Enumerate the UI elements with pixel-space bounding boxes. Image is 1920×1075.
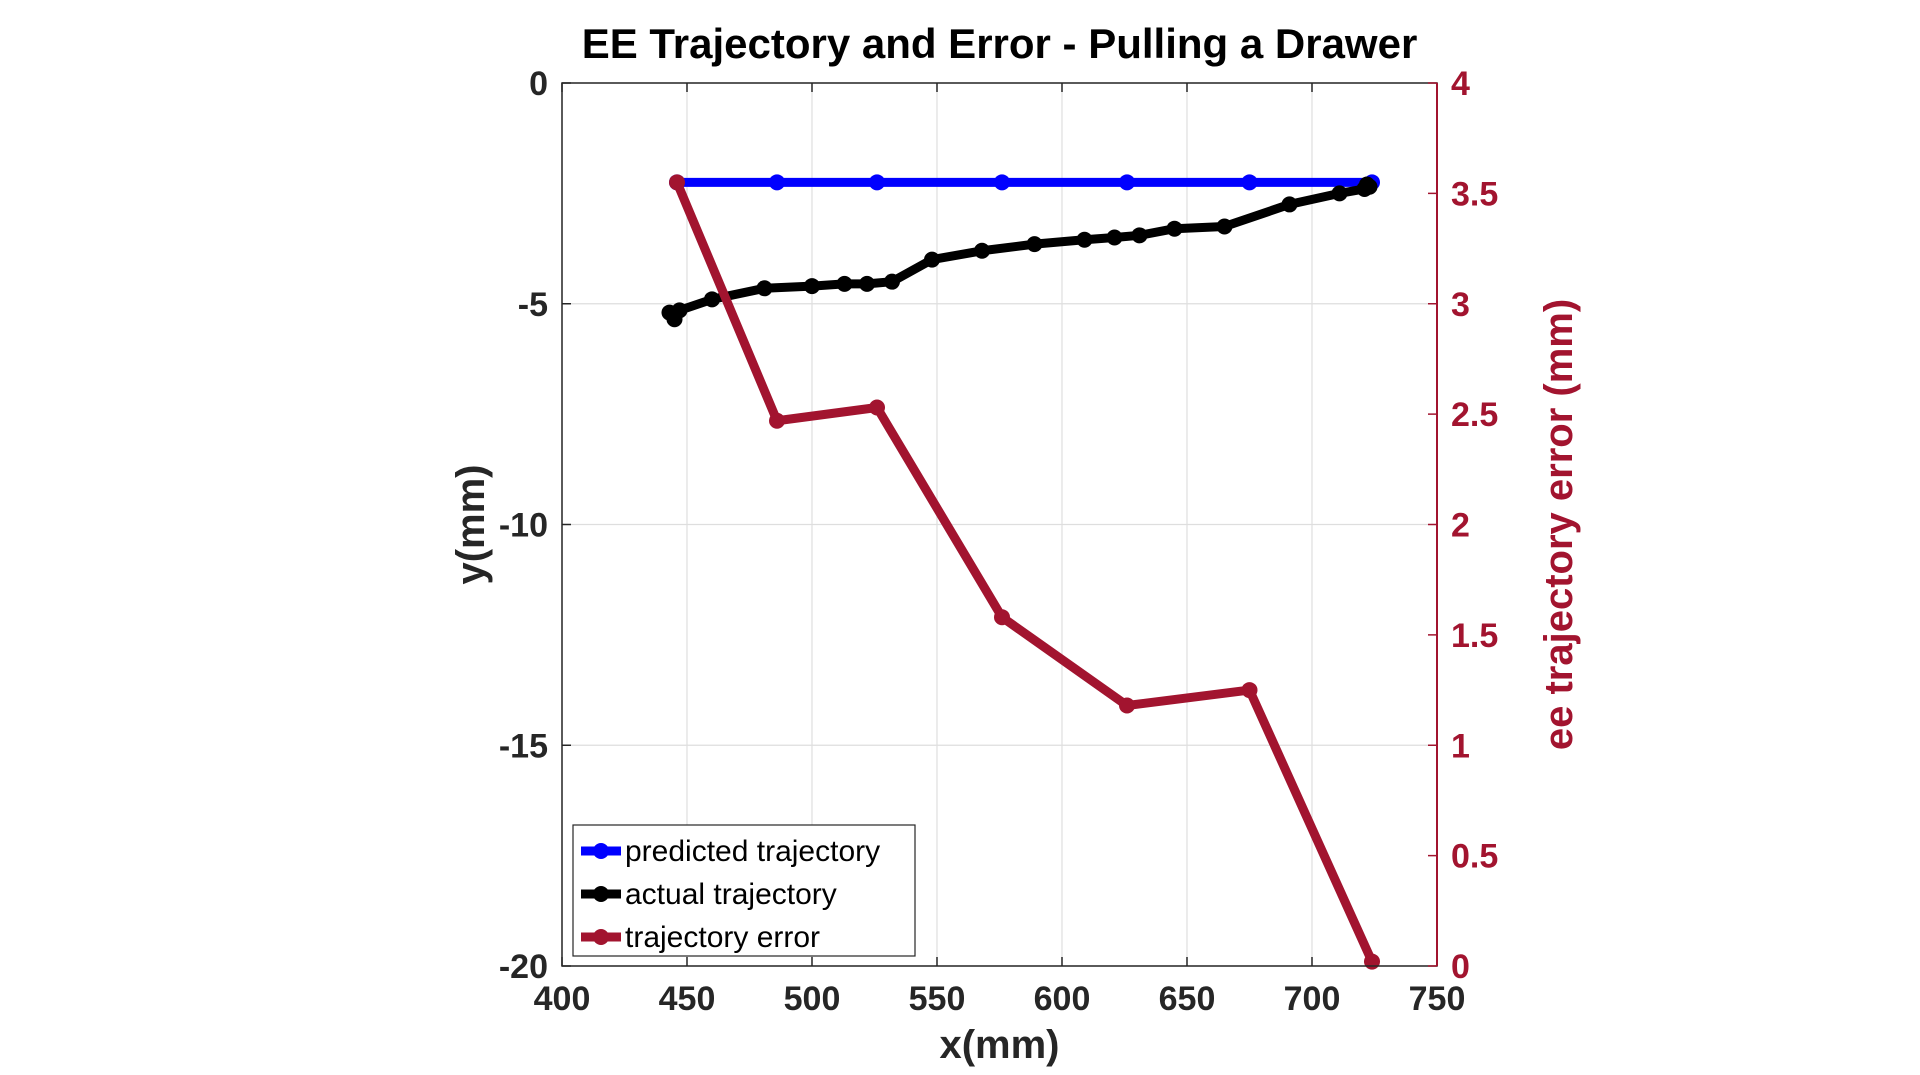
- y2-tick-label: 0: [1451, 948, 1470, 986]
- data-point: [1076, 231, 1093, 248]
- y2-tick-label: 0.5: [1451, 838, 1498, 876]
- y-tick-label: -5: [518, 286, 548, 324]
- data-point: [884, 273, 900, 290]
- data-point: [1026, 236, 1043, 253]
- y2-tick-label: 4: [1451, 65, 1470, 103]
- axis-ticks: 400 450 500 550 600 650 700 7500-5-10-15-2043.5…: [499, 65, 1498, 1018]
- y-axis-label: y(mm): [449, 464, 493, 584]
- data-point: [1119, 697, 1135, 714]
- chart-title: EE Trajectory and Error - Pulling a Draw…: [582, 20, 1418, 67]
- data-point: [804, 278, 820, 295]
- y2-tick-label: 3: [1451, 286, 1470, 324]
- x-tick-label: 750: [1409, 980, 1466, 1018]
- series-2: [669, 174, 1380, 970]
- legend-marker: [593, 843, 609, 859]
- legend-item: predicted trajectory: [581, 835, 880, 868]
- y2-axis-label: ee trajectory error (mm): [1537, 299, 1581, 750]
- y2-tick-label: 1.5: [1451, 617, 1498, 655]
- data-point: [974, 242, 990, 259]
- legend-item: trajectory error: [581, 921, 820, 954]
- data-point: [1281, 196, 1298, 213]
- data-point: [1119, 174, 1135, 191]
- data-point: [756, 280, 773, 297]
- x-tick-label: 650: [1159, 980, 1216, 1018]
- legend-label: predicted trajectory: [625, 835, 880, 868]
- data-point: [859, 275, 875, 292]
- x-tick-label: 550: [909, 980, 966, 1018]
- y-tick-label: -10: [499, 507, 548, 545]
- y-tick-label: -15: [499, 727, 548, 765]
- legend-label: trajectory error: [625, 921, 820, 954]
- data-point: [1331, 185, 1348, 202]
- data-point: [836, 275, 853, 292]
- data-point: [1106, 229, 1123, 246]
- plot-series: [661, 174, 1380, 970]
- y2-tick-label: 2: [1451, 507, 1470, 545]
- data-point: [1166, 220, 1183, 237]
- data-point: [994, 609, 1010, 626]
- data-point: [1241, 174, 1258, 191]
- legend-marker: [593, 929, 609, 945]
- data-point: [869, 174, 885, 191]
- legend-item: actual trajectory: [581, 878, 837, 911]
- data-point: [924, 251, 940, 268]
- legend-label: actual trajectory: [625, 878, 837, 911]
- data-point: [869, 399, 885, 416]
- x-tick-label: 450: [659, 980, 716, 1018]
- x-tick-label: 500: [784, 980, 841, 1018]
- y2-tick-label: 2.5: [1451, 396, 1498, 434]
- data-point: [769, 174, 785, 191]
- data-point: [1216, 218, 1233, 235]
- data-point: [671, 302, 688, 319]
- data-point: [1131, 227, 1148, 244]
- x-axis-label: x(mm): [939, 1023, 1059, 1067]
- y-tick-label: 0: [529, 65, 548, 103]
- legend-box: [572, 824, 916, 957]
- data-point: [1364, 953, 1380, 970]
- data-point: [669, 174, 685, 191]
- x-tick-label: 700: [1284, 980, 1341, 1018]
- y2-tick-label: 1: [1451, 727, 1470, 765]
- data-point: [769, 412, 785, 429]
- data-point: [1241, 682, 1258, 699]
- legend-marker: [593, 886, 609, 902]
- series-line: [665, 180, 1374, 324]
- series-1: [661, 176, 1378, 328]
- y2-tick-label: 3.5: [1451, 175, 1498, 213]
- y-tick-label: -20: [499, 948, 548, 986]
- data-point: [994, 174, 1010, 191]
- data-point: [1361, 178, 1378, 195]
- x-tick-label: 600: [1034, 980, 1091, 1018]
- x-tick-label: 400: [534, 980, 591, 1018]
- data-point: [704, 291, 720, 308]
- legend: predicted trajectory actual trajectory tra…: [572, 824, 916, 957]
